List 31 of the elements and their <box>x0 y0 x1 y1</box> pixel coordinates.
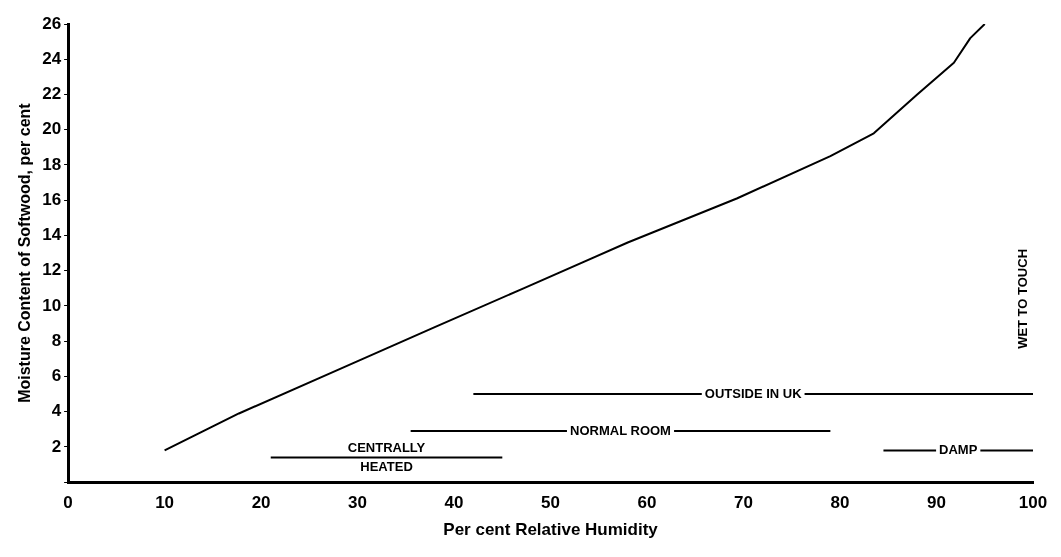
series-label: DAMP <box>939 442 978 458</box>
annotation: WET TO TOUCH <box>1014 248 1030 349</box>
y-tick-label: 6 <box>51 366 62 386</box>
x-tick-label: 20 <box>251 493 271 513</box>
series-label: NORMAL ROOM <box>570 422 671 438</box>
y-tick-label: 18 <box>42 154 62 174</box>
x-tick-label: 10 <box>155 493 175 513</box>
y-tick-label: 24 <box>42 48 62 68</box>
x-axis-title: Per cent Relative Humidity <box>443 520 659 540</box>
y-tick-label: 14 <box>42 225 62 245</box>
series-label: CENTRALLY HEATED <box>347 440 426 475</box>
y-tick-label: 10 <box>42 295 62 315</box>
y-tick-label: 4 <box>51 401 62 421</box>
y-tick-label: 22 <box>42 84 62 104</box>
y-tick-label: 16 <box>42 189 62 209</box>
x-tick-label: 0 <box>63 493 73 513</box>
x-tick-label: 100 <box>1018 493 1048 513</box>
y-tick-label: 20 <box>42 119 62 139</box>
x-tick-label: 30 <box>348 493 368 513</box>
series-label: OUTSIDE IN UK <box>704 385 803 401</box>
y-tick-label: 2 <box>51 436 62 456</box>
y-tick-label: 8 <box>51 330 62 350</box>
y-tick-label: 12 <box>42 260 62 280</box>
y-tick-label: 26 <box>42 13 62 33</box>
x-tick-label: 90 <box>927 493 946 513</box>
x-tick-label: 70 <box>734 493 753 513</box>
x-tick-label: 40 <box>444 493 464 513</box>
y-axis-title: Moisture Content of Softwood, per cent <box>16 102 34 403</box>
x-tick-label: 60 <box>637 493 657 513</box>
x-tick-label: 80 <box>830 493 850 513</box>
x-tick-label: 50 <box>541 493 561 513</box>
